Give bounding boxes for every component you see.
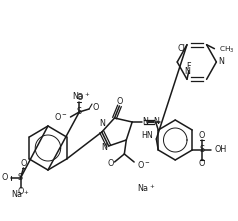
Text: N: N [184,67,190,76]
Text: O: O [1,173,8,183]
Text: O: O [199,160,205,168]
Text: Cl: Cl [177,44,185,53]
Text: HN: HN [142,131,154,141]
Text: O: O [20,160,27,168]
Text: N: N [154,116,160,126]
Text: N: N [101,143,107,152]
Text: N: N [218,57,224,67]
Text: O$^-$: O$^-$ [54,112,68,122]
Text: O: O [17,187,24,196]
Text: Na$^+$: Na$^+$ [11,188,29,200]
Text: F: F [187,62,191,71]
Text: O$^-$: O$^-$ [137,158,151,170]
Text: N: N [142,116,148,126]
Text: Na$^+$: Na$^+$ [72,90,90,102]
Text: S: S [199,145,205,154]
Text: O: O [93,103,99,112]
Text: Na$^+$: Na$^+$ [137,182,155,194]
Text: O: O [116,97,123,107]
Text: OH: OH [215,145,227,154]
Text: S: S [77,107,82,116]
Text: O: O [76,93,83,103]
Text: O: O [107,158,114,168]
Text: N: N [99,119,105,128]
Text: O: O [199,131,205,141]
Text: CH$_3$: CH$_3$ [219,45,235,55]
Text: S: S [18,173,23,183]
